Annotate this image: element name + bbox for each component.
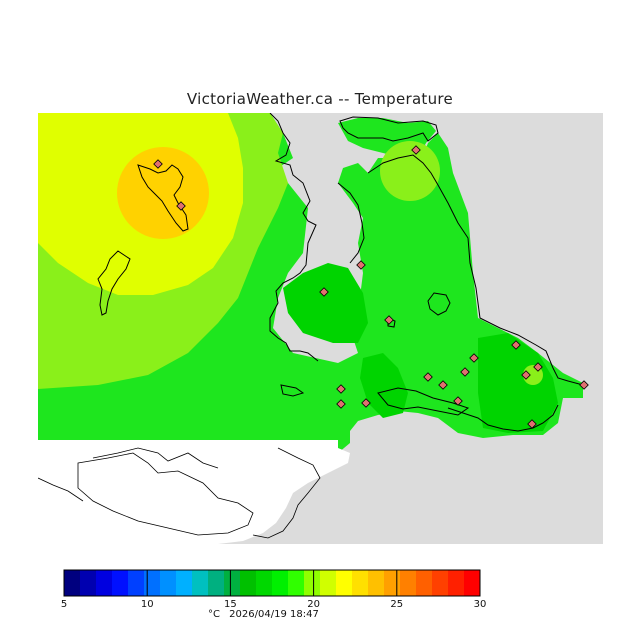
station-marker-10 — [438, 380, 448, 390]
legend-swatch-10 — [208, 570, 225, 596]
legend-tick-label: 5 — [61, 599, 67, 610]
station-marker-7 — [469, 353, 479, 363]
legend-swatch-12 — [240, 570, 257, 596]
station-marker-12 — [453, 396, 463, 406]
station-marker-8 — [511, 340, 521, 350]
map-title: VictoriaWeather.ca -- Temperature — [186, 90, 454, 108]
no-data-coast — [38, 447, 321, 539]
station-marker-1 — [153, 159, 163, 169]
legend-dividers — [146, 570, 398, 596]
legend-swatch-18 — [336, 570, 353, 596]
legend-swatch-7 — [160, 570, 177, 596]
station-marker-11 — [460, 367, 470, 377]
legend-unit: °C — [208, 609, 220, 620]
station-marker-14 — [336, 399, 346, 409]
station-marker-9 — [423, 372, 433, 382]
zone-mid-southeast — [478, 333, 558, 433]
legend-swatch-23 — [416, 570, 433, 596]
coastlines — [269, 113, 584, 432]
legend-swatch-5 — [128, 570, 145, 596]
legend-swatch-21 — [384, 570, 401, 596]
zone-warm — [117, 147, 209, 239]
legend-timestamp: 2026/04/19 18:47 — [229, 609, 319, 620]
legend-swatch-24 — [432, 570, 449, 596]
station-marker-5 — [356, 260, 366, 270]
legend-swatch-26 — [464, 570, 481, 596]
zone-mid-west — [283, 263, 368, 343]
legend-swatch-3 — [96, 570, 113, 596]
zone-green-yellow-north — [380, 141, 440, 201]
legend-swatch-11 — [224, 570, 241, 596]
legend-swatch-19 — [352, 570, 369, 596]
legend-tick-label: 25 — [390, 599, 403, 610]
legend-tick-label: 30 — [474, 599, 487, 610]
legend-swatch-14 — [272, 570, 289, 596]
no-data-island — [77, 452, 254, 536]
station-marker-15 — [361, 398, 371, 408]
legend-swatch-13 — [256, 570, 273, 596]
temperature-field — [38, 113, 583, 458]
station-marker-2 — [176, 201, 186, 211]
station-marker-18 — [579, 380, 589, 390]
legend-frame — [63, 569, 481, 597]
legend-swatch-16 — [304, 570, 321, 596]
legend-swatch-4 — [112, 570, 129, 596]
station-markers — [153, 145, 589, 429]
station-marker-17 — [521, 370, 531, 380]
legend-swatch-22 — [400, 570, 417, 596]
station-marker-6 — [384, 315, 394, 325]
zone-mid-south — [360, 353, 408, 418]
station-marker-3 — [319, 287, 329, 297]
legend-swatches — [64, 570, 481, 596]
station-marker-19 — [527, 419, 537, 429]
legend-swatch-1 — [64, 570, 81, 596]
legend-swatch-9 — [192, 570, 209, 596]
legend-swatch-8 — [176, 570, 193, 596]
station-marker-16 — [533, 362, 543, 372]
legend-swatch-2 — [80, 570, 97, 596]
station-marker-4 — [411, 145, 421, 155]
legend-swatch-20 — [368, 570, 385, 596]
legend-tick-label: 10 — [141, 599, 154, 610]
legend-swatch-17 — [320, 570, 337, 596]
temperature-map — [38, 113, 603, 544]
legend-swatch-25 — [448, 570, 465, 596]
legend-swatch-15 — [288, 570, 305, 596]
legend-footer: °C 2026/04/19 18:47 — [208, 609, 325, 620]
legend-swatch-6 — [144, 570, 161, 596]
station-marker-13 — [336, 384, 346, 394]
